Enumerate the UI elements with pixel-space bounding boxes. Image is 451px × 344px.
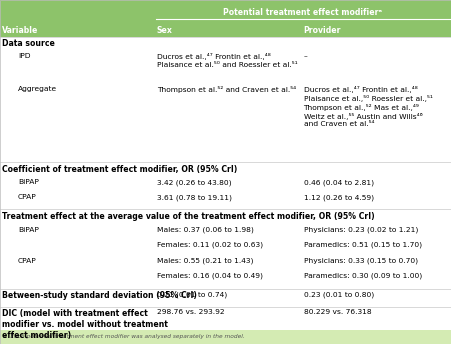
Bar (0, 37, 451, 330)
Text: 3.42 (0.26 to 43.80): 3.42 (0.26 to 43.80) (157, 179, 231, 186)
Text: 80.229 vs. 76.318: 80.229 vs. 76.318 (304, 309, 371, 315)
Text: Paramedics: 0.30 (0.09 to 1.00): Paramedics: 0.30 (0.09 to 1.00) (304, 273, 422, 279)
Text: 1.12 (0.26 to 4.59): 1.12 (0.26 to 4.59) (304, 194, 373, 201)
Text: CPAP: CPAP (18, 194, 37, 200)
Text: 0.46 (0.04 to 2.81): 0.46 (0.04 to 2.81) (304, 179, 373, 186)
Bar (0, 330, 451, 344)
Text: Males: 0.37 (0.06 to 1.98): Males: 0.37 (0.06 to 1.98) (157, 227, 254, 233)
Text: Aggregate: Aggregate (18, 86, 57, 92)
Text: 0.23 (0.01 to 0.80): 0.23 (0.01 to 0.80) (304, 291, 374, 298)
Text: Thompson et al.⁵² and Craven et al.⁵⁴: Thompson et al.⁵² and Craven et al.⁵⁴ (157, 86, 296, 93)
Text: BiPAP: BiPAP (18, 227, 39, 233)
Text: Ducros et al.,⁴⁷ Frontin et al.,⁴⁸
Plaisance et al.,⁵⁰ Roessler et al.,⁵¹
Thomps: Ducros et al.,⁴⁷ Frontin et al.,⁴⁸ Plais… (304, 86, 433, 127)
Text: Males: 0.55 (0.21 to 1.43): Males: 0.55 (0.21 to 1.43) (157, 258, 253, 264)
Text: BiPAP: BiPAP (18, 179, 39, 185)
Text: Between-study standard deviation (95% CrI): Between-study standard deviation (95% Cr… (2, 291, 197, 300)
Text: Coefficient of treatment effect modifier, OR (95% CrI): Coefficient of treatment effect modifier… (2, 165, 238, 174)
Text: Females: 0.16 (0.04 to 0.49): Females: 0.16 (0.04 to 0.49) (157, 273, 263, 279)
Text: Provider: Provider (304, 26, 341, 35)
Text: Ducros et al.,⁴⁷ Frontin et al.,⁴⁸
Plaisance et al.⁵⁰ and Roessler et al.⁵¹: Ducros et al.,⁴⁷ Frontin et al.,⁴⁸ Plais… (157, 53, 298, 68)
Text: IPD: IPD (18, 53, 31, 59)
Text: DIC (model with treatment effect
modifier vs. model without treatment
effect mod: DIC (model with treatment effect modifie… (2, 309, 168, 341)
Text: Data source: Data source (2, 39, 55, 48)
Text: a  Each potential treatment effect modifier was analysed separately in the model: a Each potential treatment effect modifi… (3, 334, 244, 339)
Text: 0.21 (0.01 to 0.74): 0.21 (0.01 to 0.74) (157, 291, 227, 298)
Text: Physicians: 0.23 (0.02 to 1.21): Physicians: 0.23 (0.02 to 1.21) (304, 227, 418, 233)
Text: 3.61 (0.78 to 19.11): 3.61 (0.78 to 19.11) (157, 194, 232, 201)
Text: 298.76 vs. 293.92: 298.76 vs. 293.92 (157, 309, 225, 315)
Text: Physicians: 0.33 (0.15 to 0.70): Physicians: 0.33 (0.15 to 0.70) (304, 258, 418, 264)
Text: Sex: Sex (157, 26, 173, 35)
Text: Paramedics: 0.51 (0.15 to 1.70): Paramedics: 0.51 (0.15 to 1.70) (304, 242, 422, 248)
Text: CPAP: CPAP (18, 258, 37, 264)
Text: Treatment effect at the average value of the treatment effect modifier, OR (95% : Treatment effect at the average value of… (2, 212, 375, 221)
Text: Females: 0.11 (0.02 to 0.63): Females: 0.11 (0.02 to 0.63) (157, 242, 263, 248)
Text: Variable: Variable (2, 26, 39, 35)
Text: –: – (304, 53, 307, 59)
Bar (0, 0, 451, 37)
Text: Potential treatment effect modifierᵃ: Potential treatment effect modifierᵃ (223, 8, 382, 17)
